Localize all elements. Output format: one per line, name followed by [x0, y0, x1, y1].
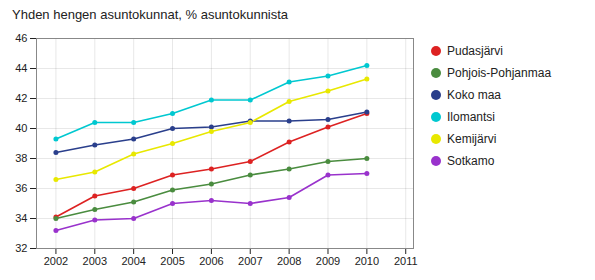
svg-text:2009: 2009 — [316, 255, 340, 267]
svg-text:2006: 2006 — [199, 255, 223, 267]
svg-text:32: 32 — [15, 242, 27, 254]
html-text:Pudasjärvi: Pudasjärvi — [447, 44, 503, 58]
svg-text:34: 34 — [15, 212, 27, 224]
svg-text:2011: 2011 — [394, 255, 418, 267]
svg-text:36: 36 — [15, 182, 27, 194]
svg-text:38: 38 — [15, 152, 27, 164]
html-text:Pohjois-Pohjanmaa: Pohjois-Pohjanmaa — [447, 66, 552, 80]
html-text:Sotkamo: Sotkamo — [447, 154, 495, 168]
svg-text:42: 42 — [15, 92, 27, 104]
html-text:Yhden hengen asuntokunnat, % a: Yhden hengen asuntokunnat, % asuntokunni… — [12, 7, 289, 22]
html-text:Ilomantsi: Ilomantsi — [447, 110, 495, 124]
html-text:Kemijärvi: Kemijärvi — [447, 132, 497, 146]
svg-text:2005: 2005 — [160, 255, 184, 267]
html-text:Koko maa: Koko maa — [447, 88, 501, 102]
svg-text:2002: 2002 — [44, 255, 68, 267]
svg-text:44: 44 — [15, 62, 27, 74]
svg-text:2010: 2010 — [355, 255, 379, 267]
svg-text:46: 46 — [15, 32, 27, 44]
svg-text:2003: 2003 — [83, 255, 107, 267]
svg-text:2007: 2007 — [238, 255, 262, 267]
svg-text:2004: 2004 — [121, 255, 145, 267]
svg-text:40: 40 — [15, 122, 27, 134]
svg-text:2008: 2008 — [277, 255, 301, 267]
